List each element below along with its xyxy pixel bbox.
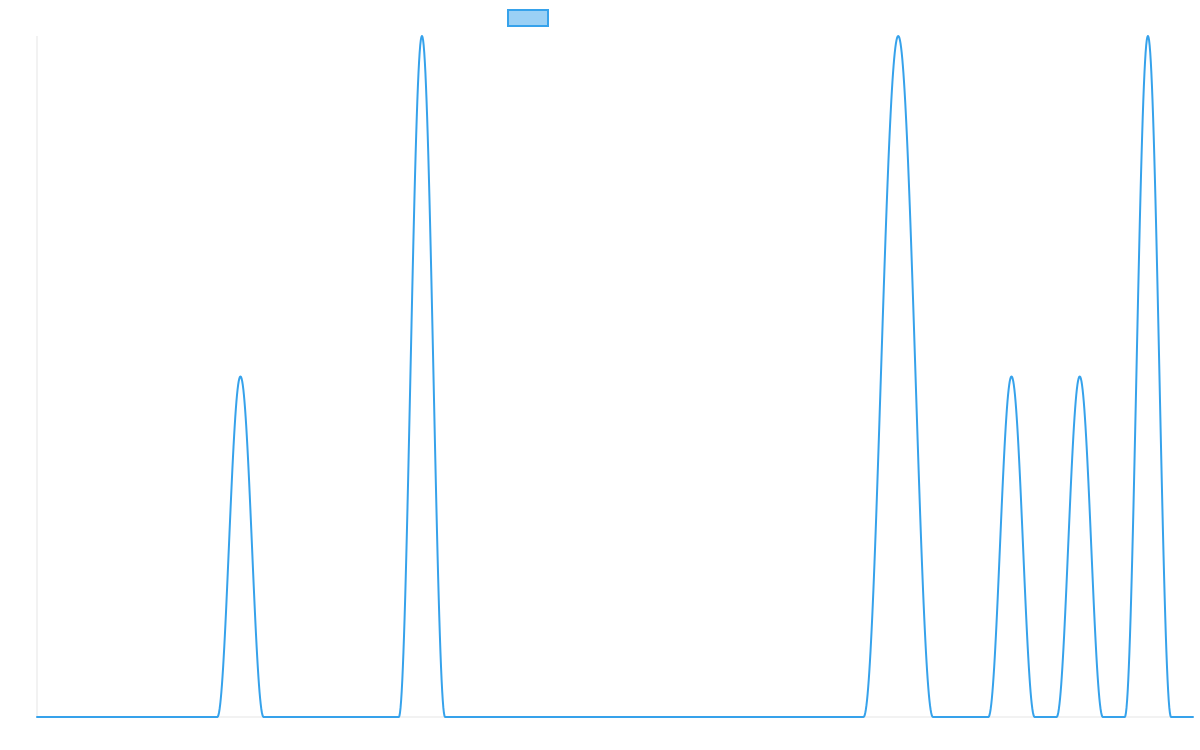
- peak-point-1[interactable]: [419, 33, 425, 39]
- peak-point-2[interactable]: [895, 33, 901, 39]
- axes: [36, 36, 1193, 718]
- series-line-0[interactable]: [36, 35, 1194, 718]
- peak-point-4[interactable]: [1077, 374, 1083, 380]
- peak-point-3[interactable]: [1009, 374, 1015, 380]
- legend-swatch[interactable]: [507, 9, 549, 27]
- peak-point-5[interactable]: [1145, 33, 1151, 39]
- legend[interactable]: [507, 9, 549, 27]
- peak-point-0[interactable]: [237, 374, 243, 380]
- series-layer: [36, 33, 1194, 718]
